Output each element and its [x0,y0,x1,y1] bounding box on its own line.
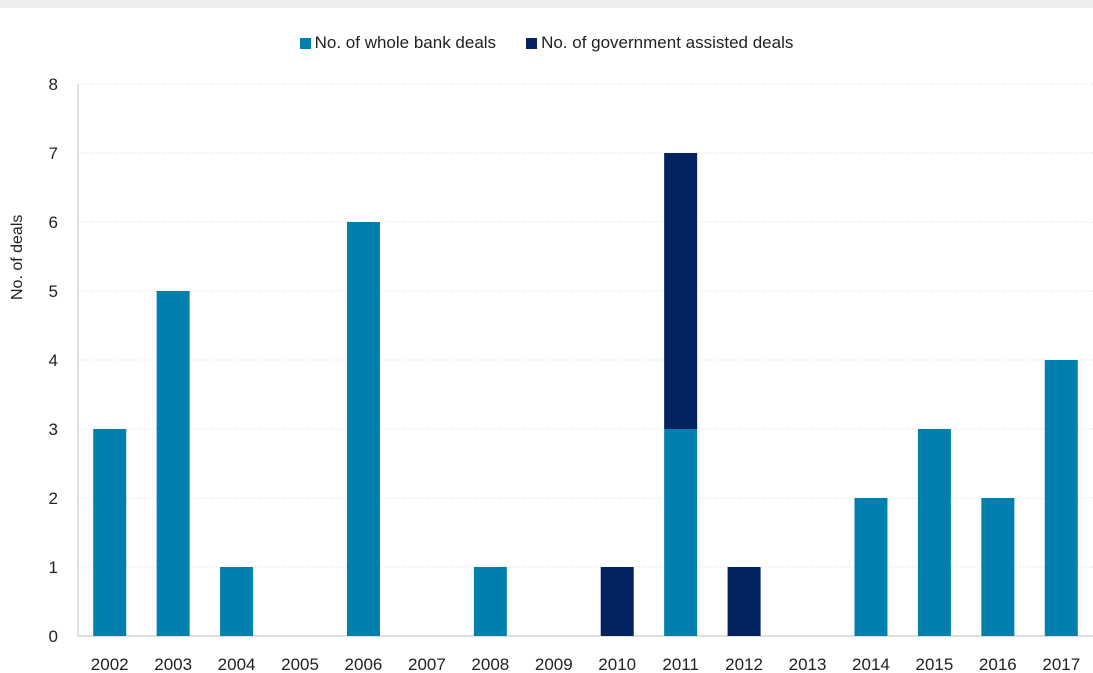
y-tick-label: 1 [49,558,58,577]
legend-label-government-assisted: No. of government assisted deals [541,33,794,52]
x-tick-label: 2010 [598,655,636,673]
legend-swatch-whole-bank [299,37,311,49]
bar-government-assisted-2012 [727,567,761,636]
x-tick-label: 2016 [979,655,1017,673]
x-tick-label: 2014 [852,655,890,673]
legend-swatch-government-assisted [526,37,538,49]
bar-whole-bank-2003 [156,291,190,636]
top-band [0,0,1093,8]
bar-whole-bank-2014 [854,498,888,636]
y-tick-label: 0 [49,627,58,646]
bar-whole-bank-2004 [220,567,254,636]
legend: No. of whole bank deals No. of governmen… [0,33,1093,53]
x-tick-label: 2009 [535,655,573,673]
x-tick-label: 2012 [725,655,763,673]
y-tick-label: 8 [49,75,58,94]
y-tick-label: 6 [49,213,58,232]
x-tick-label: 2004 [218,655,256,673]
y-tick-label: 7 [49,144,58,163]
bar-whole-bank-2008 [473,567,507,636]
bar-whole-bank-2016 [981,498,1015,636]
legend-item-government-assisted: No. of government assisted deals [526,33,793,53]
legend-item-whole-bank: No. of whole bank deals [299,33,497,53]
x-tick-label: 2005 [281,655,319,673]
bar-whole-bank-2011 [664,429,698,636]
x-tick-label: 2013 [789,655,827,673]
y-tick-label: 5 [49,282,58,301]
bar-government-assisted-2011 [664,153,698,429]
x-tick-label: 2003 [154,655,192,673]
bar-whole-bank-2006 [346,222,380,636]
y-tick-label: 4 [49,351,58,370]
x-tick-label: 2006 [345,655,383,673]
legend-label-whole-bank: No. of whole bank deals [314,33,497,52]
x-tick-label: 2017 [1042,655,1080,673]
x-tick-label: 2011 [662,655,699,673]
y-tick-label: 3 [49,420,58,439]
x-tick-label: 2007 [408,655,446,673]
bar-whole-bank-2017 [1044,360,1078,636]
x-tick-label: 2015 [915,655,953,673]
x-tick-label: 2008 [471,655,509,673]
x-tick-label: 2002 [91,655,129,673]
bar-whole-bank-2002 [93,429,127,636]
bar-government-assisted-2010 [600,567,634,636]
bar-whole-bank-2015 [917,429,951,636]
y-tick-label: 2 [49,489,58,508]
